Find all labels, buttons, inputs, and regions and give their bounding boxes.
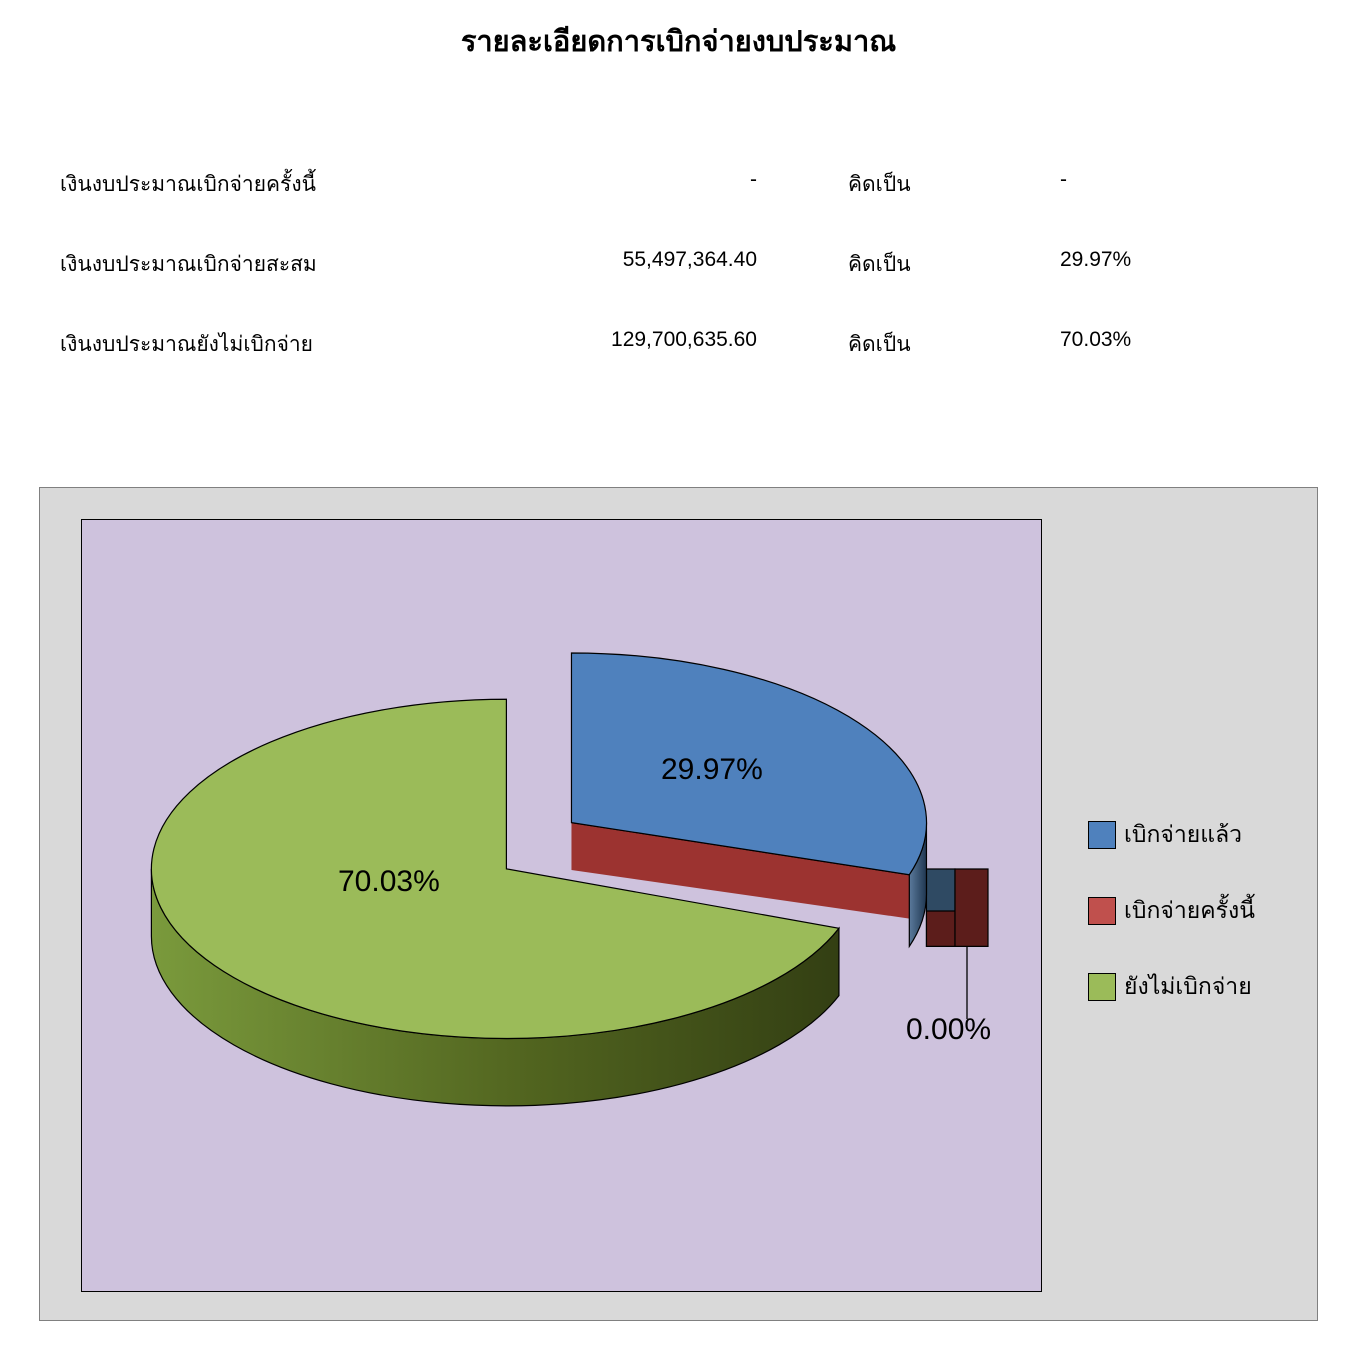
svg-text:0.00%: 0.00% <box>906 1013 991 1046</box>
svg-text:70.03%: 70.03% <box>338 865 440 898</box>
svg-text:29.97%: 29.97% <box>661 753 763 786</box>
